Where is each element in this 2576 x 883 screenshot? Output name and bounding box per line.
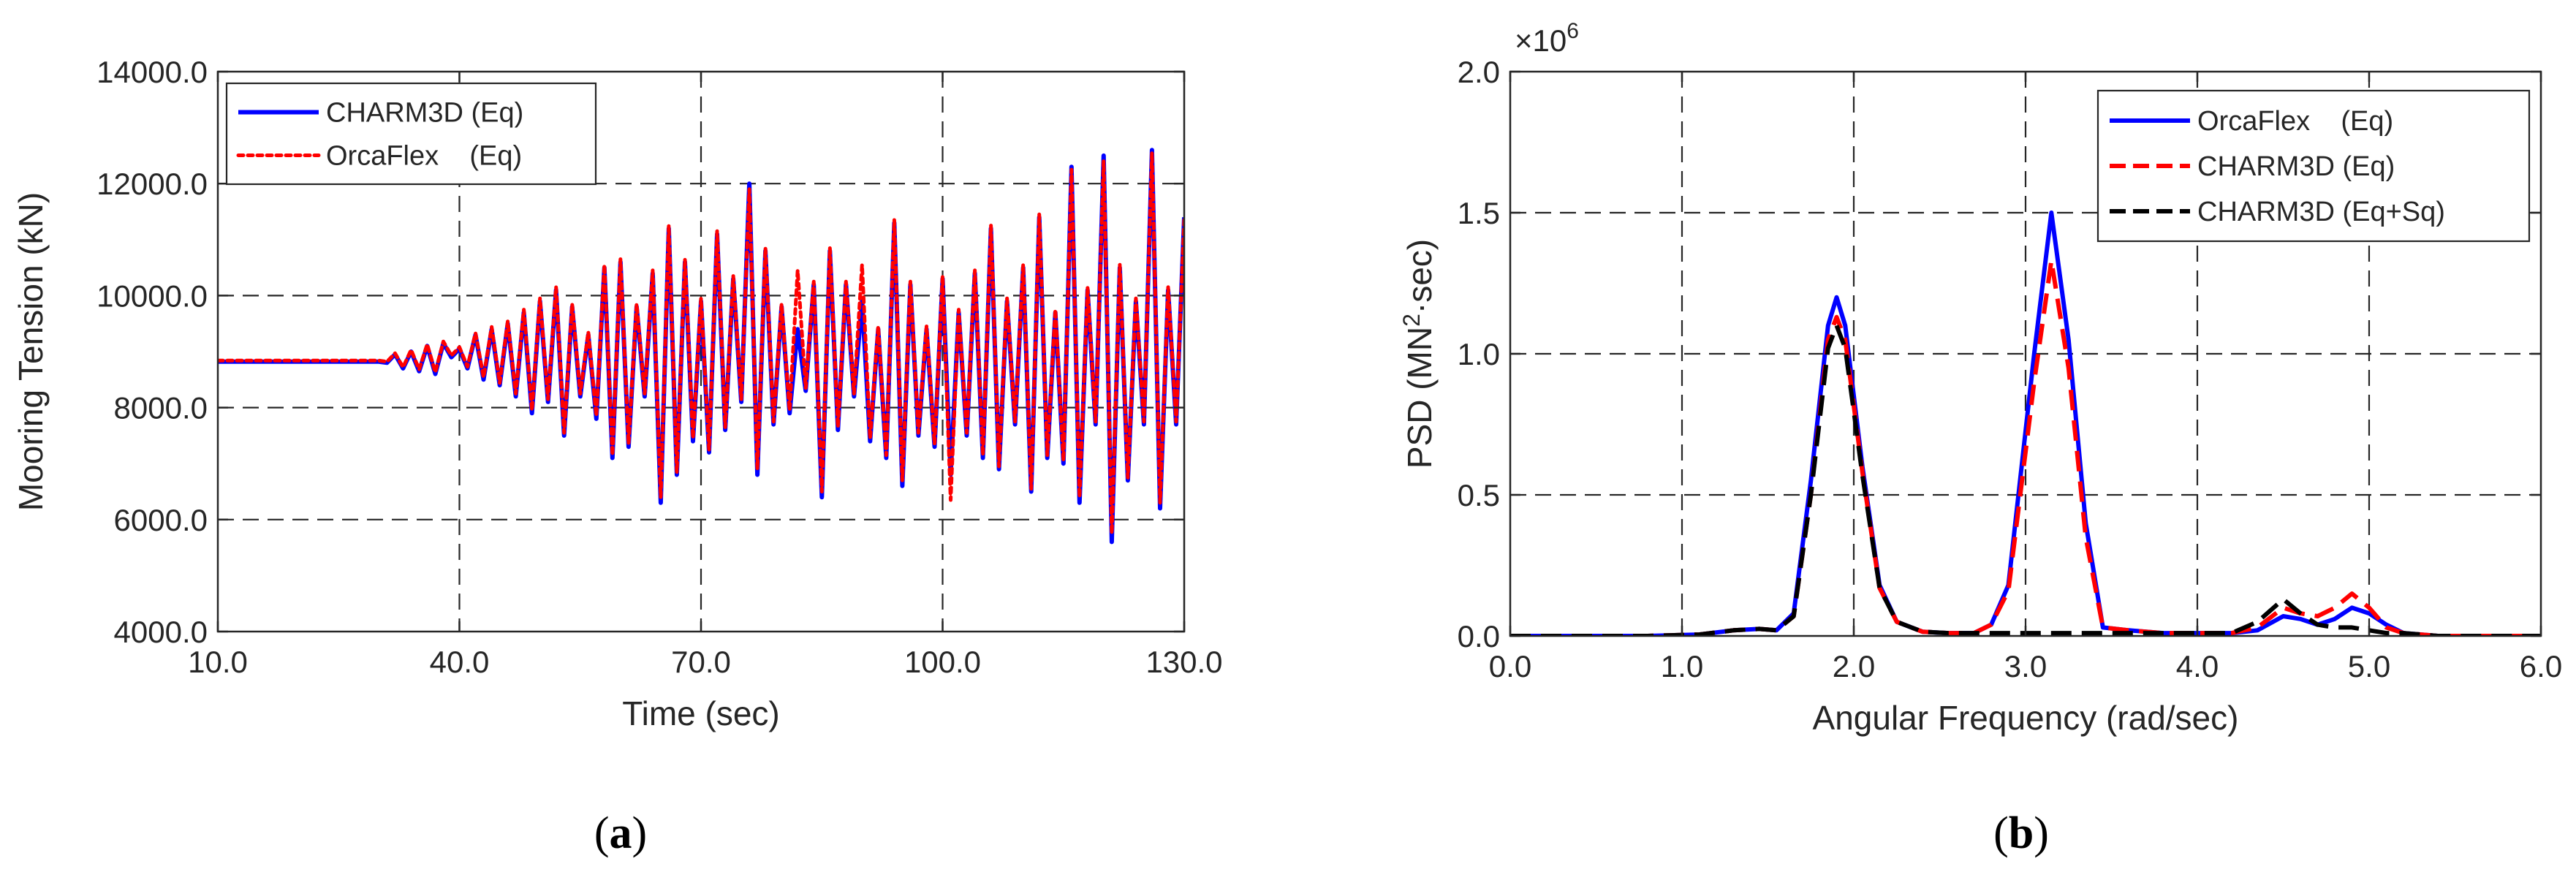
x-tick-label: 3.0 [2004,649,2047,683]
y-tick-label: 14000.0 [96,55,208,89]
y-axis-label: Mooring Tension (kN) [12,192,50,511]
x-axis: 0.0 1.0 2.0 3.0 4.0 5.0 6.0 [1489,72,2562,683]
legend: CHARM3D (Eq) OrcaFlex (Eq) [225,82,597,186]
chart-panel-b: 0.0 1.0 2.0 3.0 4.0 5.0 6.0 0.0 0.5 1.0 1.5 2.0 Angu… [1398,19,2562,858]
legend: OrcaFlex (Eq) CHARM3D (Eq) CHARM3D (Eq+Sq) [2096,89,2531,243]
y-tick-label: 12000.0 [96,167,208,201]
legend-label-1: OrcaFlex (Eq) [2197,106,2393,137]
legend-label-2: OrcaFlex (Eq) [326,141,522,172]
legend-label-1: CHARM3D (Eq) [326,98,523,129]
x-tick-label: 40.0 [430,645,490,679]
y-axis: 0.0 0.5 1.0 1.5 2.0 [1458,55,2541,653]
y-tick-label: 4000.0 [114,615,208,649]
x-tick-label: 1.0 [1661,649,1703,683]
axis-multiplier: ×106 [1515,19,1579,58]
y-tick-label: 10000.0 [96,278,208,313]
y-tick-label: 2.0 [1458,55,1500,89]
x-tick-label: 5.0 [2348,649,2390,683]
y-tick-label: 0.5 [1458,478,1500,512]
y-tick-label: 1.5 [1458,196,1500,230]
x-axis: 10.0 40.0 70.0 100.0 130.0 [188,72,1223,679]
y-axis-label: PSD (MN2·sec) [1398,239,1439,469]
x-tick-label: 10.0 [188,645,248,679]
chart-panel-a: 10.0 40.0 70.0 100.0 130.0 4000.0 6000.0 8000.0… [12,55,1223,858]
y-tick-label: 6000.0 [114,503,208,537]
panel-label: (a) [594,808,647,858]
legend-label-3: CHARM3D (Eq+Sq) [2197,197,2445,227]
x-tick-label: 70.0 [671,645,731,679]
x-tick-label: 6.0 [2520,649,2562,683]
y-axis: 4000.0 6000.0 8000.0 10000.0 12000.0 14000.0 [96,55,1184,649]
x-tick-label: 0.0 [1489,649,1531,683]
x-tick-label: 130.0 [1145,645,1222,679]
legend-box [225,82,597,186]
series-line-2 [218,151,1184,536]
y-tick-label: 8000.0 [114,391,208,425]
y-tick-label: 0.0 [1458,619,1500,653]
x-tick-label: 100.0 [904,645,981,679]
x-axis-label: Time (sec) [622,694,780,732]
y-tick-label: 1.0 [1458,337,1500,371]
series-group [1510,211,2541,636]
x-tick-label: 2.0 [1833,649,1875,683]
x-tick-label: 4.0 [2176,649,2219,683]
series-line-3 [1510,323,2541,636]
panel-label: (b) [1993,808,2049,858]
legend-label-2: CHARM3D (Eq) [2197,151,2395,182]
x-axis-label: Angular Frequency (rad/sec) [1813,699,2239,737]
series-group [218,148,1184,545]
